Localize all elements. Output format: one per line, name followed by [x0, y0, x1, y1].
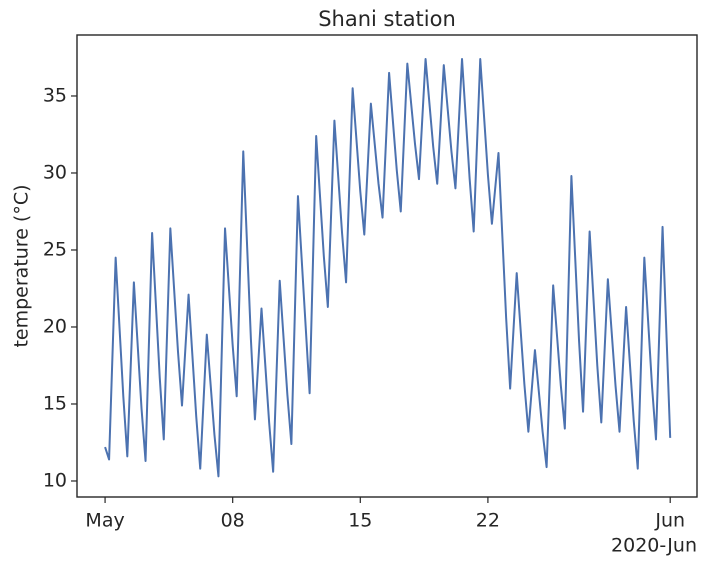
- line-series: [104, 58, 672, 478]
- y-tick-label: 30: [43, 161, 67, 183]
- x-tick-label: 08: [221, 510, 245, 532]
- y-tick-label: 10: [43, 469, 67, 491]
- x-offset-label: 2020-Jun: [611, 535, 697, 557]
- y-tick-label: 35: [43, 84, 67, 106]
- x-tick-label: 22: [476, 510, 500, 532]
- x-tick-label: 15: [348, 510, 372, 532]
- y-axis-label: temperature (°C): [11, 184, 33, 347]
- chart-title: Shani station: [318, 7, 456, 31]
- axes-frame: [76, 34, 698, 498]
- y-tick-label: 25: [43, 238, 67, 260]
- x-tick-label: May: [85, 510, 124, 532]
- y-tick-label: 20: [43, 315, 67, 337]
- y-tick-label: 15: [43, 392, 67, 414]
- x-tick-label: Jun: [654, 510, 685, 532]
